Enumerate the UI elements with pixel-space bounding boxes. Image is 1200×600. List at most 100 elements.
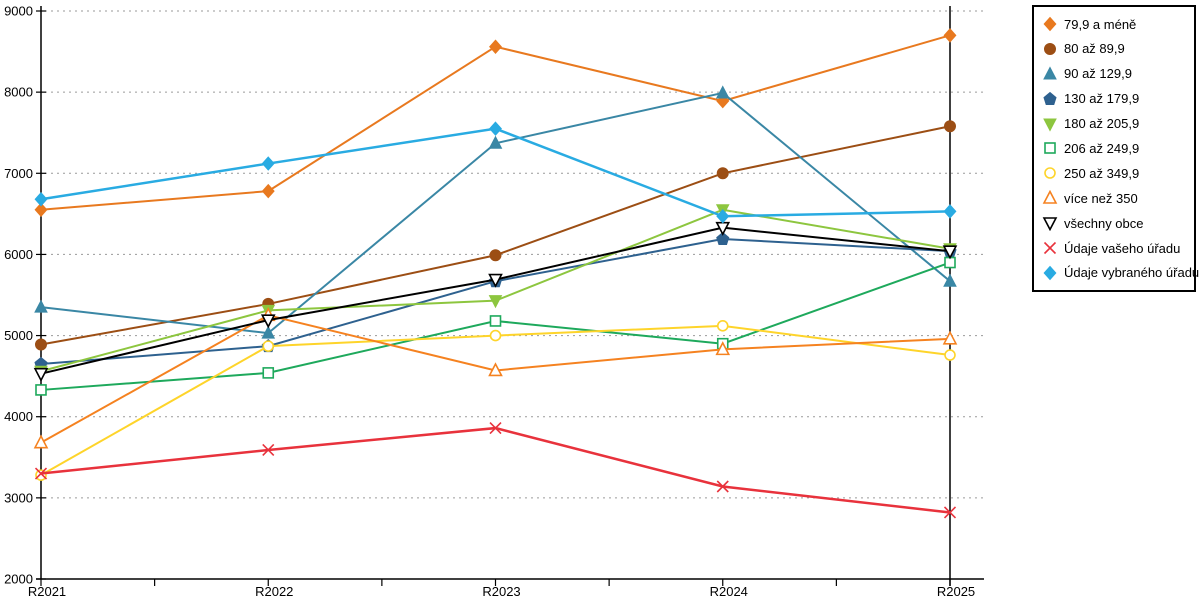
marker-x (943, 506, 957, 519)
marker-diamond (489, 39, 502, 54)
marker-triangle-down (260, 314, 276, 329)
marker-triangle-up (488, 362, 503, 377)
marker-diamond (716, 209, 730, 224)
marker-triangle-up (33, 434, 49, 449)
chart-legend: 79,9 a méně 80 až 89,9 90 až 129,9 130 až 1… (1032, 5, 1199, 292)
marker-circle (35, 469, 47, 481)
legend-label: 206 až 249,9 (1064, 140, 1140, 156)
legend-item: Údaje vybraného úřadu (1042, 265, 1199, 281)
marker-triangle-up (1043, 66, 1057, 80)
series-line (40, 324, 951, 477)
y-tick-label: 8000 (4, 85, 33, 100)
legend-marker-circle-icon (1044, 167, 1056, 180)
x-tick-label: R2021 (28, 584, 66, 599)
marker-circle (716, 320, 729, 332)
y-tick-label: 9000 (4, 4, 33, 19)
legend-label: Údaje vašeho úřadu (1064, 240, 1181, 256)
marker-diamond (261, 183, 275, 199)
marker-square (35, 384, 47, 396)
marker-x (716, 480, 729, 493)
marker-triangle-down (33, 367, 49, 382)
marker-triangle-up (261, 325, 276, 339)
marker-circle (716, 167, 729, 180)
series-v-ce-ne-350 (33, 307, 958, 449)
series-80-a-89-9 (35, 120, 956, 351)
marker-triangle-down (1042, 217, 1058, 232)
marker-circle (944, 120, 956, 133)
marker-circle (1044, 167, 1056, 180)
marker-diamond (943, 204, 957, 219)
legend-item: 79,9 a méně (1042, 16, 1188, 32)
legend-label: 180 až 205,9 (1064, 116, 1140, 132)
marker-triangle-up (715, 341, 731, 356)
series--daje-vybran-ho-adu (34, 121, 957, 224)
legend-marker-pentagon-icon (1043, 91, 1057, 105)
legend-marker-square-icon (1044, 142, 1056, 155)
legend-label: 250 až 349,9 (1064, 165, 1140, 181)
legend-marker-triangle-down-icon (1043, 118, 1057, 132)
y-tick-label: 7000 (4, 166, 33, 181)
marker-pentagon (716, 231, 730, 246)
y-tick-label: 2000 (4, 572, 33, 587)
marker-triangle-up (943, 273, 957, 287)
marker-triangle-up (34, 299, 48, 313)
x-tick-label: R2022 (255, 584, 293, 599)
marker-square (489, 315, 502, 327)
legend-label: 90 až 129,9 (1064, 66, 1132, 82)
marker-circle (262, 340, 275, 352)
marker-triangle-down (488, 273, 503, 288)
marker-diamond (489, 121, 502, 136)
y-tick-label: 5000 (4, 328, 33, 343)
legend-marker-x-icon (1043, 241, 1057, 255)
series-90-a-129-9 (34, 85, 957, 339)
series-180-a-205-9 (34, 204, 957, 379)
legend-item: 206 až 249,9 (1042, 140, 1188, 156)
series-line (40, 426, 951, 514)
y-tick-label: 6000 (4, 247, 33, 262)
marker-triangle-down (1043, 118, 1057, 132)
marker-circle (489, 329, 502, 342)
x-tick-label: R2025 (937, 584, 975, 599)
series--daje-va-eho-adu (34, 422, 957, 519)
marker-triangle-down (942, 245, 958, 260)
marker-diamond (34, 192, 48, 207)
marker-square (1044, 142, 1056, 155)
marker-pentagon (1043, 91, 1057, 105)
x-tick-label: R2023 (482, 584, 520, 599)
legend-item: Údaje vašeho úřadu (1042, 240, 1188, 256)
legend-marker-diamond-icon (1043, 265, 1057, 281)
marker-x (1043, 241, 1057, 255)
legend-item: všechny obce (1042, 215, 1188, 232)
legend-item: 250 až 349,9 (1042, 165, 1188, 181)
legend-marker-triangle-up-icon (1042, 190, 1058, 205)
x-tick-label: R2024 (710, 584, 748, 599)
legend-item: 80 až 89,9 (1042, 41, 1188, 57)
marker-circle (35, 338, 47, 351)
marker-diamond (943, 28, 957, 43)
marker-x (489, 422, 502, 435)
marker-diamond (1043, 16, 1057, 32)
marker-diamond (261, 156, 275, 171)
marker-square (262, 367, 275, 379)
marker-circle (1044, 42, 1056, 55)
legend-label: 80 až 89,9 (1064, 41, 1125, 57)
marker-triangle-up (715, 85, 730, 99)
legend-marker-triangle-down-icon (1042, 217, 1058, 232)
marker-triangle-up (1042, 190, 1058, 205)
legend-item: 130 až 179,9 (1042, 91, 1188, 107)
legend-marker-circle-icon (1044, 42, 1056, 55)
legend-label: Údaje vybraného úřadu (1064, 265, 1200, 281)
legend-label: všechny obce (1064, 215, 1144, 231)
legend-marker-triangle-up-icon (1043, 66, 1057, 80)
marker-x (262, 443, 275, 457)
marker-circle (944, 349, 956, 361)
legend-item: 180 až 205,9 (1042, 116, 1188, 132)
marker-triangle-up (488, 135, 503, 149)
series-line (40, 208, 951, 373)
series-250-a-349-9 (35, 320, 956, 481)
legend-label: 79,9 a méně (1064, 16, 1137, 32)
y-tick-label: 4000 (4, 409, 33, 424)
legend-label: 130 až 179,9 (1064, 91, 1140, 107)
legend-marker-diamond-icon (1043, 16, 1057, 32)
